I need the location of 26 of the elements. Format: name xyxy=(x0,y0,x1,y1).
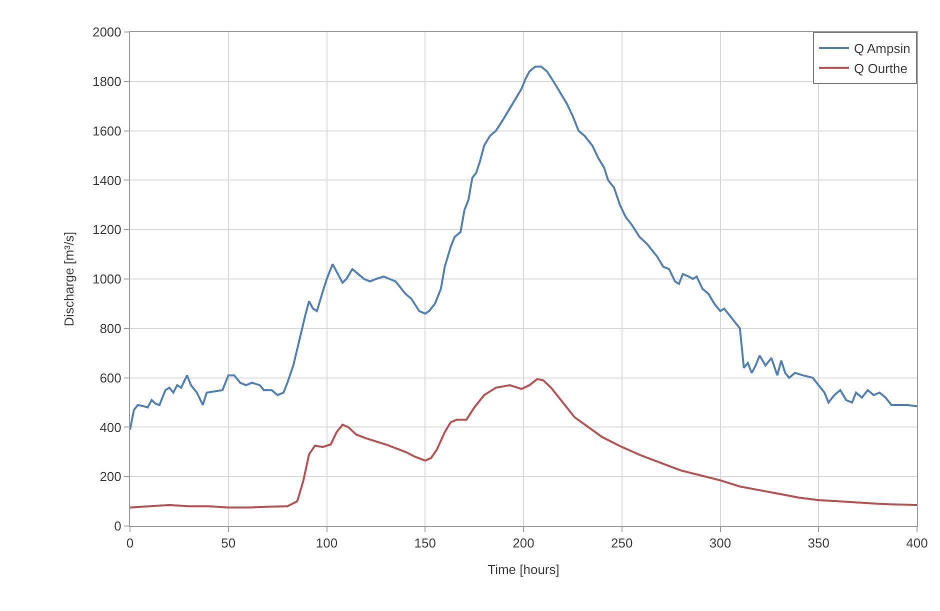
y-axis-title: Discharge [m³/s] xyxy=(61,232,76,326)
legend-label: Q Ampsin xyxy=(854,41,910,56)
line-series xyxy=(130,66,917,431)
x-axis-title: Time [hours] xyxy=(488,562,560,578)
y-tick-label: 600 xyxy=(100,370,122,386)
y-tick-label: 200 xyxy=(100,469,122,484)
line-series xyxy=(130,378,917,508)
x-tick-label: 300 xyxy=(709,536,732,551)
y-tick-label: 1600 xyxy=(92,123,122,138)
y-tick-label: 400 xyxy=(100,420,122,435)
y-tick-label: 800 xyxy=(100,320,122,336)
y-tick-label: 1800 xyxy=(92,74,122,89)
y-tick-label: 0 xyxy=(114,518,122,534)
x-tick-label: 400 xyxy=(906,536,928,551)
y-tick-label: 2000 xyxy=(92,24,122,40)
x-tick-label: 0 xyxy=(126,536,134,551)
x-tick-label: 150 xyxy=(414,536,436,551)
y-tick-label: 1200 xyxy=(92,222,122,238)
x-tick-label: 250 xyxy=(611,536,633,551)
x-tick-label: 100 xyxy=(316,536,338,551)
y-tick-label: 1000 xyxy=(92,272,122,287)
x-tick-label: 200 xyxy=(512,536,534,551)
legend-label: Q Ourthe xyxy=(854,60,908,76)
y-tick-label: 1400 xyxy=(92,172,122,188)
x-tick-label: 350 xyxy=(808,536,830,551)
x-tick-label: 50 xyxy=(221,536,236,551)
